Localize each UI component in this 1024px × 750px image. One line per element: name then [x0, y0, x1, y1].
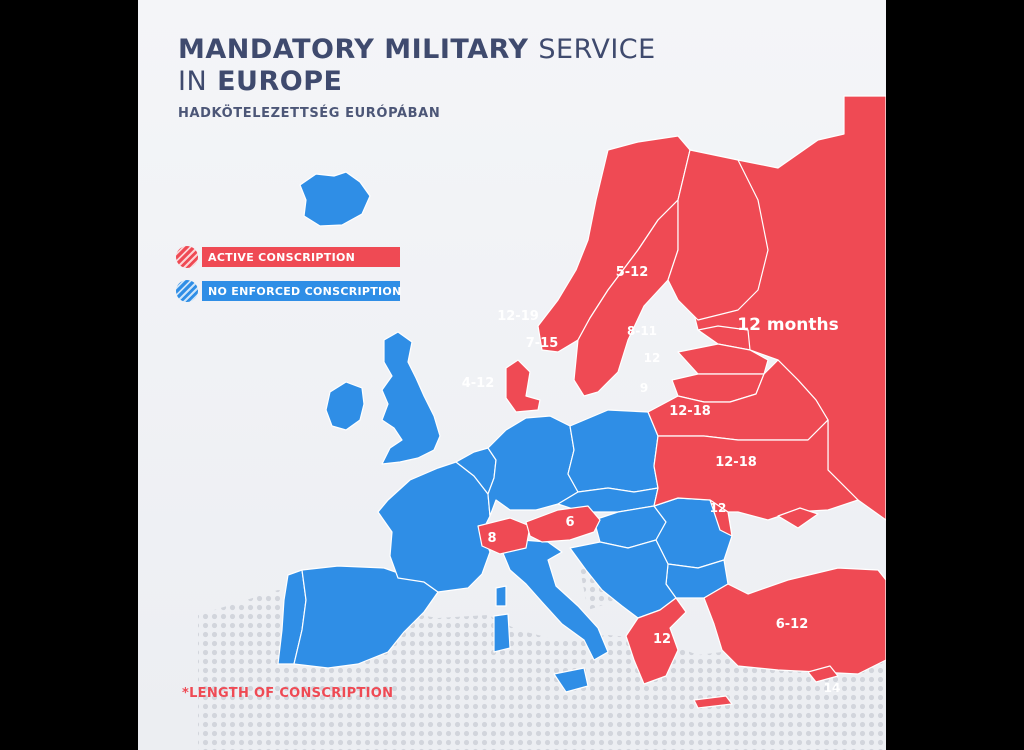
region-label-greece: 12 [653, 632, 671, 647]
region-great-britain[interactable] [381, 331, 441, 465]
region-austria[interactable] [525, 505, 601, 543]
region-label-cyprus: 14 [824, 681, 841, 695]
legend-no-conscription: NO ENFORCED CONSCRIPTION [176, 280, 401, 302]
region-label-sweden: 7-15 [526, 336, 559, 351]
footnote: *LENGTH OF CONSCRIPTION [182, 686, 394, 701]
region-turkey[interactable] [703, 567, 886, 675]
region-corsica[interactable] [495, 585, 507, 607]
region-label-estonia: 8-11 [627, 324, 657, 338]
title-light-2: IN [178, 66, 208, 97]
region-denmark[interactable] [505, 359, 541, 413]
region-label-denmark: 4-12 [462, 376, 495, 391]
region-label-belarus: 12-18 [669, 404, 711, 419]
title-line-2: IN EUROPE [178, 66, 342, 97]
region-sardinia[interactable] [493, 613, 511, 653]
legend-none-label: NO ENFORCED CONSCRIPTION [202, 281, 401, 301]
region-ireland[interactable] [325, 381, 365, 431]
title-line-1: MANDATORY MILITARY SERVICE [178, 34, 656, 65]
title-bold-1: MANDATORY MILITARY [178, 34, 529, 65]
legend-none-swatch [176, 280, 198, 302]
region-label-russia: 12 months [737, 315, 838, 335]
region-label-moldova: 12 [710, 501, 727, 515]
region-label-latvia: 12 [644, 351, 661, 365]
region-sicily[interactable] [553, 667, 589, 693]
title-bold-2: EUROPE [217, 66, 343, 97]
subtitle: HADKÖTELEZETTSÉG EURÓPÁBAN [178, 106, 441, 121]
region-label-ukraine: 12-18 [715, 455, 757, 470]
region-moldova[interactable] [709, 499, 733, 537]
legend-active-swatch [176, 246, 198, 268]
region-iceland[interactable] [299, 171, 371, 227]
region-estonia[interactable] [697, 325, 751, 351]
region-finland[interactable] [667, 149, 769, 321]
region-cyprus[interactable] [807, 665, 839, 683]
region-poland[interactable] [567, 409, 659, 493]
legend-active-label: ACTIVE CONSCRIPTION [202, 247, 400, 267]
region-label-turkey: 6-12 [776, 617, 809, 632]
region-switzerland[interactable] [477, 517, 531, 555]
region-crete[interactable] [693, 695, 733, 709]
region-label-norway: 12-19 [497, 309, 539, 324]
region-crimea[interactable] [777, 507, 819, 529]
region-greece[interactable] [625, 597, 687, 685]
europe-map: 12 months 12-19 7-15 5-12 8-11 12 9 12-18 12-18 1… [198, 95, 886, 750]
legend-active-conscription: ACTIVE CONSCRIPTION [176, 246, 400, 268]
region-label-austria: 6 [565, 515, 574, 530]
region-label-lithuania: 9 [640, 381, 648, 395]
region-spain[interactable] [293, 565, 439, 669]
region-label-finland: 5-12 [616, 265, 649, 280]
title-light-1: SERVICE [538, 34, 656, 65]
region-italy[interactable] [499, 539, 609, 661]
infographic-panel: 12 months 12-19 7-15 5-12 8-11 12 9 12-18 12-18 1… [138, 0, 886, 750]
region-label-switzerland: 8 [487, 531, 496, 546]
